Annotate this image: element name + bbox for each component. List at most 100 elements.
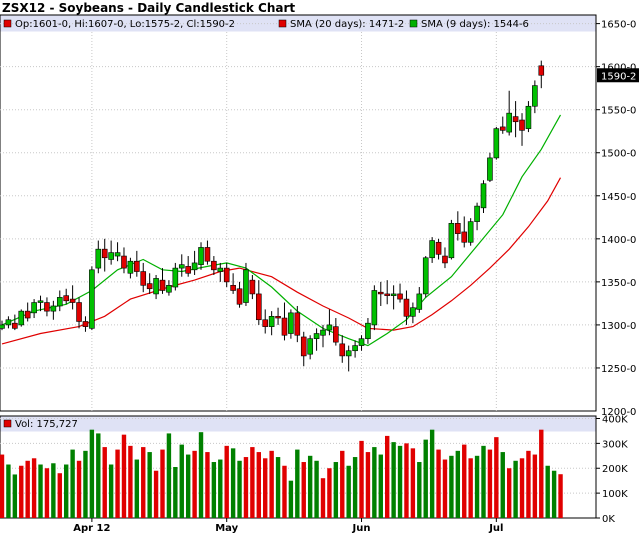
legend-label: Op:1601-0, Hi:1607-0, Lo:1575-2, Cl:1590… bbox=[15, 19, 235, 30]
volume-bar bbox=[0, 454, 5, 518]
candle bbox=[24, 302, 31, 322]
volume-legend-swatch bbox=[3, 419, 12, 428]
candle-body bbox=[326, 324, 333, 331]
candle bbox=[134, 250, 140, 277]
candle-body bbox=[448, 223, 455, 259]
candle-body bbox=[172, 267, 179, 288]
volume-bar bbox=[57, 473, 62, 518]
volume-bar bbox=[449, 455, 454, 518]
candle bbox=[0, 320, 5, 331]
candle-body bbox=[358, 338, 365, 346]
candle-body bbox=[506, 112, 512, 133]
price-tick-label: 1550-0 bbox=[601, 106, 636, 117]
candle-body bbox=[76, 302, 82, 322]
candle-body bbox=[255, 293, 262, 321]
volume-tick-label: 300K bbox=[602, 439, 628, 450]
candle-body bbox=[345, 350, 352, 357]
volume-bar bbox=[237, 460, 242, 518]
volume-bar bbox=[269, 450, 274, 518]
candle bbox=[95, 240, 102, 274]
candle-body bbox=[12, 322, 18, 329]
volume-bar bbox=[44, 468, 50, 518]
volume-bar bbox=[115, 449, 120, 518]
candle-body bbox=[0, 324, 5, 329]
candle bbox=[127, 257, 134, 279]
candle bbox=[403, 290, 410, 325]
candle bbox=[146, 273, 153, 294]
candle-body bbox=[435, 241, 442, 255]
candle bbox=[519, 113, 525, 146]
candle bbox=[56, 290, 63, 312]
legend-swatch bbox=[3, 19, 12, 28]
candle bbox=[352, 340, 358, 358]
candle bbox=[525, 101, 532, 133]
volume-bar bbox=[346, 465, 351, 518]
volume-bar bbox=[121, 434, 127, 518]
volume-bar bbox=[128, 445, 133, 518]
candle-body bbox=[243, 269, 249, 303]
volume-bar bbox=[385, 435, 390, 518]
candle-body bbox=[519, 119, 525, 131]
candle-body bbox=[159, 279, 166, 291]
candle bbox=[429, 237, 435, 263]
candle-body bbox=[223, 267, 230, 283]
volume-bar bbox=[166, 433, 172, 518]
candle bbox=[44, 297, 50, 317]
candle bbox=[198, 242, 204, 270]
time-tick-label: Jun bbox=[352, 523, 371, 534]
candle bbox=[211, 256, 217, 275]
volume-tick-label: 200K bbox=[602, 464, 628, 475]
candle bbox=[204, 240, 211, 265]
volume-bar bbox=[218, 459, 223, 518]
candle-body bbox=[37, 300, 44, 303]
candle bbox=[532, 80, 538, 114]
volume-bar bbox=[314, 460, 319, 518]
volume-bar bbox=[359, 440, 364, 518]
volume-bar bbox=[436, 449, 441, 518]
volume-bar bbox=[468, 458, 473, 518]
volume-tick-label: 100K bbox=[602, 489, 628, 500]
volume-bar bbox=[410, 448, 416, 518]
volume-bar bbox=[481, 445, 486, 518]
volume-bar bbox=[282, 465, 287, 518]
volume-bar bbox=[333, 462, 339, 518]
volume-bar bbox=[198, 432, 204, 518]
candle-body bbox=[333, 326, 339, 343]
candle bbox=[101, 238, 108, 272]
candle bbox=[474, 202, 480, 231]
candle bbox=[76, 297, 82, 329]
candle-body bbox=[121, 255, 127, 269]
volume-bar bbox=[12, 474, 18, 518]
candle-body bbox=[166, 285, 172, 293]
candle-body bbox=[313, 333, 320, 339]
candle-body bbox=[230, 285, 236, 291]
candle bbox=[121, 247, 127, 274]
candle bbox=[410, 302, 416, 324]
volume-legend-label: Vol: 175,727 bbox=[15, 419, 78, 430]
candle-body bbox=[82, 321, 89, 327]
candle bbox=[358, 335, 365, 351]
volume-bar bbox=[532, 454, 538, 518]
candle bbox=[294, 305, 301, 343]
candle-body bbox=[249, 279, 256, 295]
volume-bar bbox=[89, 429, 95, 518]
volume-bar bbox=[423, 439, 428, 518]
volume-bar bbox=[108, 464, 114, 518]
volume-bar bbox=[275, 457, 281, 518]
candle bbox=[153, 274, 159, 300]
volume-bar bbox=[558, 474, 563, 518]
candle bbox=[307, 335, 313, 360]
price-tick-label: 1200-0 bbox=[601, 407, 636, 418]
candle bbox=[461, 216, 468, 248]
last-price-box bbox=[597, 68, 639, 83]
candle-body bbox=[153, 278, 159, 295]
candle-body bbox=[101, 248, 108, 259]
candle-body bbox=[429, 240, 435, 259]
volume-bar bbox=[494, 437, 499, 518]
volume-bar bbox=[256, 452, 261, 518]
legend-label: SMA (20 days): 1471-2 bbox=[290, 19, 404, 30]
volume-bar bbox=[147, 452, 152, 518]
volume-bar bbox=[250, 447, 255, 518]
volume-bar bbox=[352, 457, 358, 518]
